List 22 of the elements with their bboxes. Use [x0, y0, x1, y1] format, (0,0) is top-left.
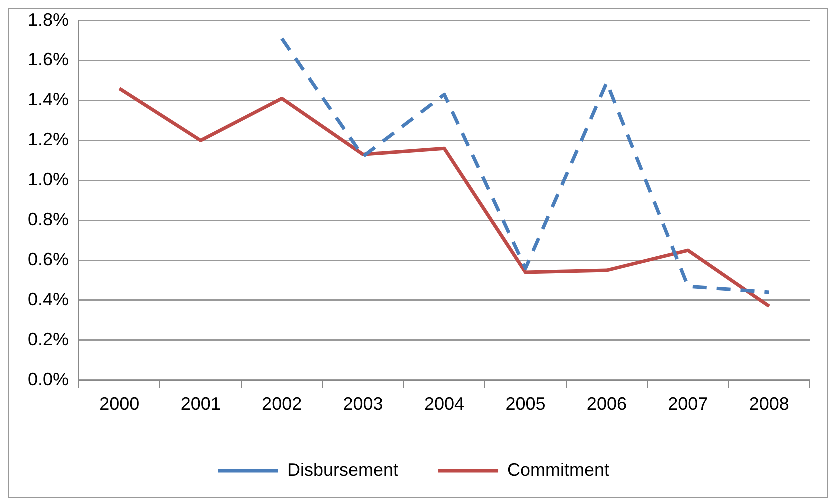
x-tick-label: 2004: [424, 394, 465, 414]
y-tick-label: 0.4%: [28, 289, 70, 310]
x-tick-label: 2007: [668, 394, 708, 414]
x-tick-label: 2001: [180, 394, 221, 414]
y-tick-label: 0.0%: [28, 369, 70, 390]
y-tick-label: 0.8%: [28, 210, 70, 230]
x-tick-label: 2006: [586, 394, 627, 414]
legend-label: Disbursement: [287, 460, 399, 480]
x-tick-label: 2000: [100, 394, 140, 414]
y-tick-label: 1.4%: [28, 90, 70, 110]
x-tick-label: 2003: [343, 394, 384, 414]
y-tick-label: 1.2%: [28, 130, 70, 150]
y-tick-label: 0.6%: [28, 250, 70, 270]
y-tick-label: 1.8%: [28, 10, 70, 30]
x-tick-label: 2002: [262, 394, 302, 414]
y-tick-label: 1.0%: [28, 170, 70, 190]
y-tick-label: 0.2%: [28, 329, 70, 350]
legend-label: Commitment: [508, 460, 610, 480]
line-series: [280, 37, 772, 294]
y-tick-label: 1.6%: [28, 50, 70, 70]
x-tick-label: 2005: [506, 394, 546, 414]
x-tick-label: 2008: [749, 394, 790, 414]
